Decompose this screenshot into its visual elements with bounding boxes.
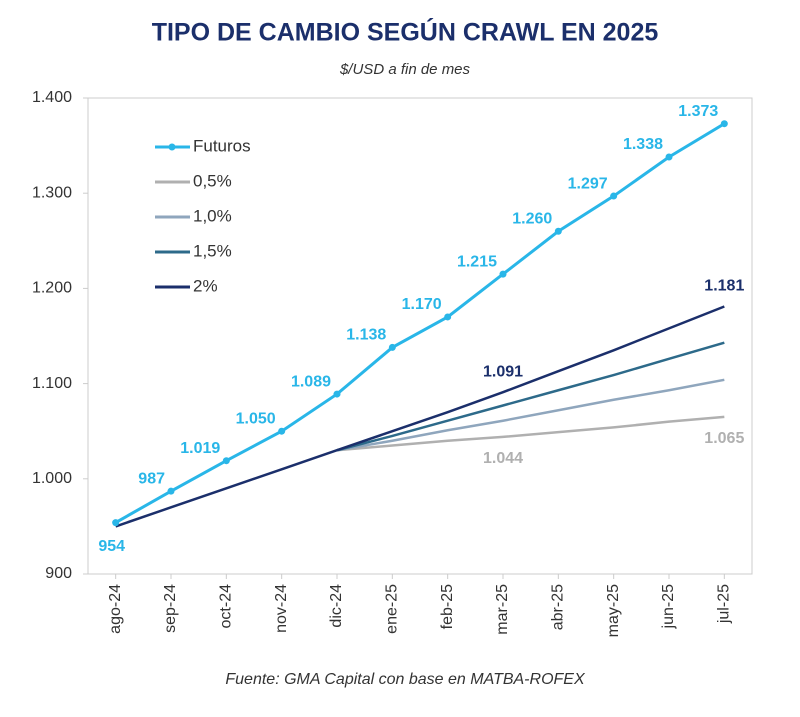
x-tick-label: abr-25: [550, 584, 567, 630]
point: [167, 487, 175, 495]
data-label: 1.181: [704, 278, 744, 295]
x-tick-label: jul-25: [716, 584, 733, 624]
legend-label: 0,5%: [193, 171, 232, 190]
data-label: 1.138: [346, 327, 386, 344]
chart-subtitle: $/USD a fin de mes: [339, 61, 471, 78]
series-line: [336, 378, 725, 452]
point: [112, 519, 120, 527]
series-line: [115, 305, 725, 528]
data-label: 1.338: [623, 136, 663, 153]
data-label: 1.065: [704, 430, 744, 447]
data-label: 1.044: [483, 450, 523, 467]
data-label: 1.215: [457, 253, 497, 270]
legend-label: Futuros: [193, 136, 251, 155]
legend-label: 2%: [193, 276, 218, 295]
series-line: [336, 415, 725, 452]
y-tick-label: 1.000: [32, 470, 72, 487]
y-tick-label: 1.400: [32, 89, 72, 106]
data-label: 1.019: [180, 440, 220, 457]
point: [499, 270, 507, 278]
legend-label: 1,5%: [193, 241, 232, 260]
chart-title: TIPO DE CAMBIO SEGÚN CRAWL EN 2025: [152, 17, 659, 47]
x-tick-label: oct-24: [218, 584, 235, 629]
x-tick-label: mar-25: [494, 584, 511, 635]
point: [222, 457, 230, 465]
data-label: 1.050: [236, 410, 276, 427]
plot-frame: [87, 97, 753, 575]
data-label: 1.373: [678, 103, 718, 120]
point: [554, 227, 562, 235]
point: [444, 313, 452, 321]
y-tick-label: 1.200: [32, 280, 72, 297]
x-tick-label: sep-24: [162, 584, 179, 633]
data-label: 954: [98, 538, 125, 555]
y-tick-label: 1.300: [32, 184, 72, 201]
legend-label: 1,0%: [193, 206, 232, 225]
data-label: 987: [138, 470, 165, 487]
series-line: [114, 122, 726, 524]
data-label: 1.170: [402, 296, 442, 313]
y-tick-label: 1.100: [32, 375, 72, 392]
series-line: [336, 341, 725, 452]
x-tick-label: dic-24: [328, 584, 345, 628]
point: [610, 192, 618, 200]
data-label: 1.260: [512, 210, 552, 227]
data-label: 1.297: [568, 175, 608, 192]
x-tick-label: jun-25: [660, 584, 677, 630]
legend-marker: [168, 143, 176, 151]
point: [720, 120, 728, 128]
y-tick-label: 900: [45, 565, 72, 582]
point: [388, 343, 396, 351]
x-tick-label: may-25: [605, 584, 622, 637]
source-note: Fuente: GMA Capital con base en MATBA-RO…: [225, 671, 586, 688]
point: [333, 390, 341, 398]
x-tick-label: ago-24: [107, 584, 124, 634]
data-label: 1.091: [483, 363, 523, 380]
data-label: 1.089: [291, 373, 331, 390]
x-tick-label: feb-25: [439, 584, 456, 629]
point: [665, 153, 673, 161]
x-tick-label: ene-25: [384, 584, 401, 634]
point: [278, 427, 286, 435]
x-tick-label: nov-24: [273, 584, 290, 633]
